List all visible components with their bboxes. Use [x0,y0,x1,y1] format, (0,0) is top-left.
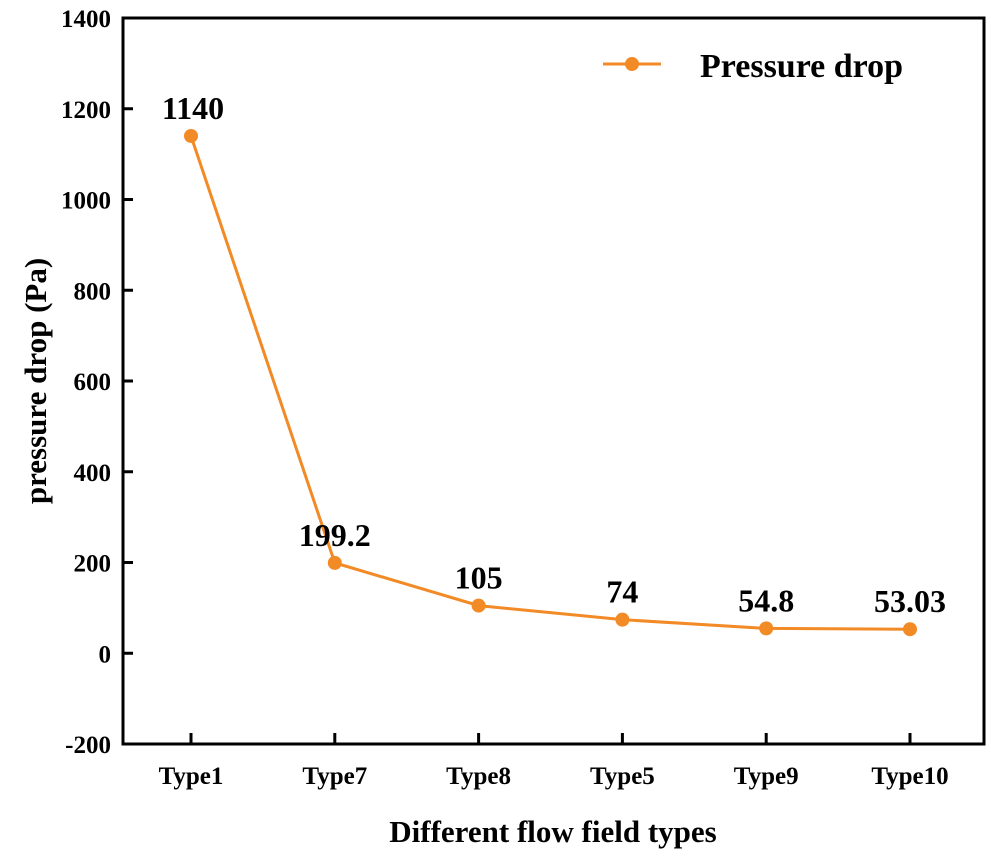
data-label: 53.03 [874,583,946,619]
x-tick-label: Type5 [590,763,655,790]
x-tick-label: Type1 [159,763,224,790]
data-point [759,621,774,636]
x-tick-label: Type8 [446,763,511,790]
y-tick-label: -200 [65,732,111,759]
x-tick-label: Type7 [302,763,367,790]
data-point [184,128,198,143]
legend-marker [625,57,639,71]
data-point [471,598,486,613]
y-tick-label: 1400 [61,6,111,33]
y-tick-label: 200 [74,551,112,578]
x-tick-label: Type9 [734,763,799,790]
data-label: 54.8 [738,582,794,618]
y-tick-label: 1000 [61,188,111,215]
y-tick-label: 0 [99,641,112,668]
x-tick-label: Type10 [871,763,948,790]
data-point [903,622,917,637]
y-axis-label: pressure drop (Pa) [18,258,53,504]
series-line [189,135,911,631]
y-tick-label: 600 [74,369,112,396]
x-axis-label: Different flow field types [389,814,716,849]
plot-frame [121,16,986,746]
legend-label: Pressure drop [700,48,903,85]
y-tick-label: 1200 [61,97,111,124]
y-tick-label: 400 [74,460,112,487]
y-tick-label: 800 [74,278,112,305]
data-label: 199.2 [299,517,371,553]
data-label: 74 [606,574,638,610]
data-label: 105 [455,560,503,596]
legend: Pressure drop [603,48,903,85]
data-point [615,612,630,627]
data-point [327,555,342,570]
data-label: 1140 [162,90,224,126]
